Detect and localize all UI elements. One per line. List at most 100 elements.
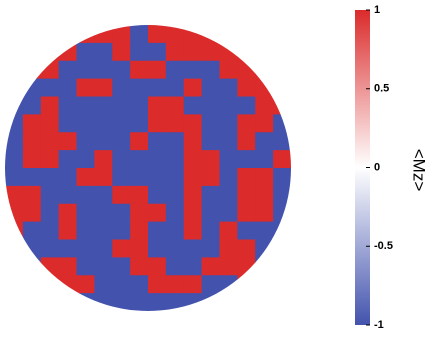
cell: [22, 132, 42, 151]
cell: [165, 60, 185, 80]
colorbar-tick-label: 0.5: [374, 83, 389, 95]
cell: [58, 293, 77, 311]
cell: [183, 42, 203, 62]
cell: [273, 221, 291, 240]
cell: [255, 221, 274, 240]
colorbar-tick-label: -0.5: [374, 240, 393, 252]
cell: [201, 203, 220, 223]
cell: [165, 221, 185, 240]
cell: [130, 60, 149, 80]
cell: [22, 239, 42, 258]
cell: [219, 293, 238, 311]
cell: [219, 168, 238, 187]
cell: [58, 203, 77, 223]
cell: [40, 168, 60, 187]
cell: [76, 185, 95, 205]
cell: [58, 60, 77, 80]
cell: [58, 78, 77, 97]
cell: [40, 96, 60, 115]
cell: [201, 78, 220, 97]
cell: [112, 25, 131, 44]
cell: [5, 132, 24, 151]
cell: [112, 221, 131, 240]
cell: [58, 168, 77, 187]
cell: [183, 221, 203, 240]
cell: [148, 168, 167, 187]
cell: [22, 185, 42, 205]
cell: [148, 221, 167, 240]
cell: [219, 60, 238, 80]
cell: [22, 257, 42, 276]
cell: [22, 275, 42, 294]
cell: [76, 275, 95, 294]
cell: [5, 150, 24, 169]
cell: [219, 257, 238, 276]
cell: [165, 114, 185, 133]
cell: [76, 168, 95, 187]
cell: [40, 132, 60, 151]
cell: [40, 257, 60, 276]
cell: [219, 42, 238, 62]
cell: [273, 293, 291, 311]
cell: [40, 150, 60, 169]
cell: [40, 25, 60, 44]
cell: [94, 239, 113, 258]
cell: [22, 42, 42, 62]
cell: [130, 114, 149, 133]
cell: [237, 239, 256, 258]
cell: [94, 150, 113, 169]
cell: [165, 25, 185, 44]
cell: [201, 168, 220, 187]
cell: [130, 168, 149, 187]
cell: [22, 293, 42, 311]
cell: [94, 42, 113, 62]
cell: [22, 203, 42, 223]
cell: [219, 78, 238, 97]
cell: [112, 60, 131, 80]
cell: [237, 60, 256, 80]
cell: [112, 203, 131, 223]
cell: [148, 293, 167, 311]
cell: [183, 185, 203, 205]
cell: [112, 168, 131, 187]
cell: [5, 203, 24, 223]
colorbar-tick-label: 0: [374, 161, 380, 173]
cell: [237, 114, 256, 133]
cell: [219, 275, 238, 294]
cell: [58, 257, 77, 276]
colorbar-tick-label: 1: [374, 4, 380, 16]
cell: [58, 185, 77, 205]
cell: [255, 25, 274, 44]
cell: [183, 239, 203, 258]
cell: [76, 150, 95, 169]
cell: [165, 239, 185, 258]
cell: [5, 114, 24, 133]
cell: [219, 114, 238, 133]
cell: [5, 25, 24, 44]
cell: [273, 168, 291, 187]
cell: [255, 257, 274, 276]
cell: [112, 239, 131, 258]
cell: [76, 221, 95, 240]
cell: [255, 78, 274, 97]
cell: [22, 221, 42, 240]
cell: [5, 42, 24, 62]
cell: [255, 60, 274, 80]
cell: [183, 114, 203, 133]
cell: [5, 96, 24, 115]
cell: [148, 96, 167, 115]
cell: [201, 275, 220, 294]
cell: [219, 221, 238, 240]
cell: [40, 221, 60, 240]
cell: [255, 275, 274, 294]
cell: [183, 168, 203, 187]
cell: [130, 257, 149, 276]
cell: [148, 132, 167, 151]
cell: [273, 96, 291, 115]
cell: [40, 185, 60, 205]
cell: [273, 60, 291, 80]
cell: [130, 221, 149, 240]
cell: [165, 132, 185, 151]
cell: [58, 132, 77, 151]
cell: [255, 114, 274, 133]
